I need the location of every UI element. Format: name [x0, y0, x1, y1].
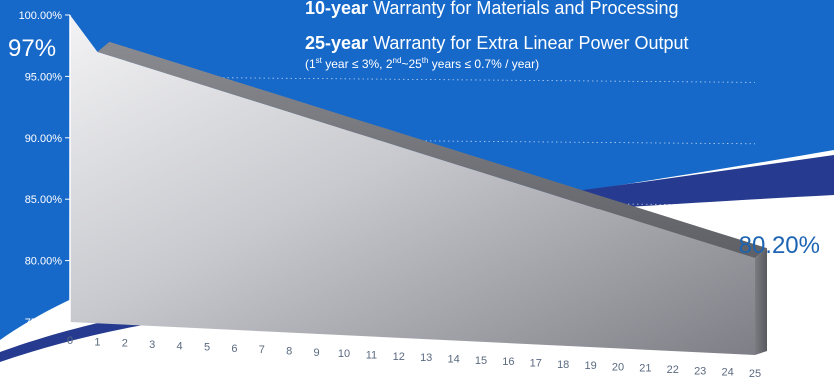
area-top-face [97, 41, 767, 259]
start-value-callout: 97% [8, 35, 56, 62]
x-tick-label: 3 [149, 339, 155, 351]
x-tick-label: 2 [122, 338, 128, 350]
x-tick-label: 9 [314, 347, 320, 359]
x-tick-label: 13 [420, 352, 432, 364]
warranty-degradation-note: (1st year ≤ 3%, 2nd~25th years ≤ 0.7% / … [305, 56, 540, 71]
y-tick-label: 85.00% [25, 194, 63, 206]
x-tick-label: 7 [259, 344, 265, 356]
x-tick-label: 25 [749, 368, 761, 380]
x-tick-label: 11 [366, 350, 377, 362]
y-axis-ticks: 75.00% 80.00% 85.00% 90.00% 95.00% 100.00% [19, 10, 70, 329]
y-tick-label: 100.00% [19, 10, 63, 22]
x-tick-label: 6 [231, 343, 237, 355]
chart-area [70, 15, 767, 355]
x-tick-label: 19 [584, 360, 596, 372]
area-front-face [70, 15, 755, 355]
area-side-face [755, 248, 767, 355]
x-tick-label: 14 [447, 353, 459, 365]
value-callouts: 97% 80.20% [8, 35, 820, 259]
gridline-y [69, 76, 756, 83]
y-tick-label: 75.00% [25, 317, 63, 329]
x-tick-label: 8 [286, 346, 292, 358]
y-tick-label: 95.00% [25, 71, 63, 83]
x-tick-label: 4 [177, 340, 183, 352]
x-tick-label: 22 [667, 364, 679, 376]
y-tick-label: 80.00% [25, 256, 63, 268]
x-tick-label: 15 [475, 355, 487, 367]
x-tick-label: 24 [721, 367, 733, 379]
x-tick-label: 10 [338, 348, 350, 360]
x-tick-label: 21 [639, 363, 651, 375]
x-tick-label: 12 [393, 351, 405, 363]
y-tick-label: 90.00% [25, 133, 63, 145]
x-tick-label: 5 [204, 342, 210, 354]
x-axis-ticks: 0 1 2 3 4 5 6 7 8 9 10 11 12 13 14 15 16 17 18 19 20 21 22 23 24… [67, 335, 761, 380]
x-tick-label: 16 [502, 356, 514, 368]
warranty-line-materials: 10-year Warranty for Materials and Proce… [305, 0, 679, 18]
x-tick-label: 18 [557, 359, 569, 371]
x-tick-label: 23 [694, 365, 706, 377]
warranty-line-power: 25-year Warranty for Extra Linear Power … [305, 33, 689, 53]
x-tick-label: 20 [612, 361, 624, 373]
x-tick-label: 0 [67, 335, 73, 347]
x-tick-label: 1 [94, 336, 100, 348]
end-value-callout: 80.20% [739, 232, 820, 259]
x-tick-label: 17 [530, 357, 542, 369]
